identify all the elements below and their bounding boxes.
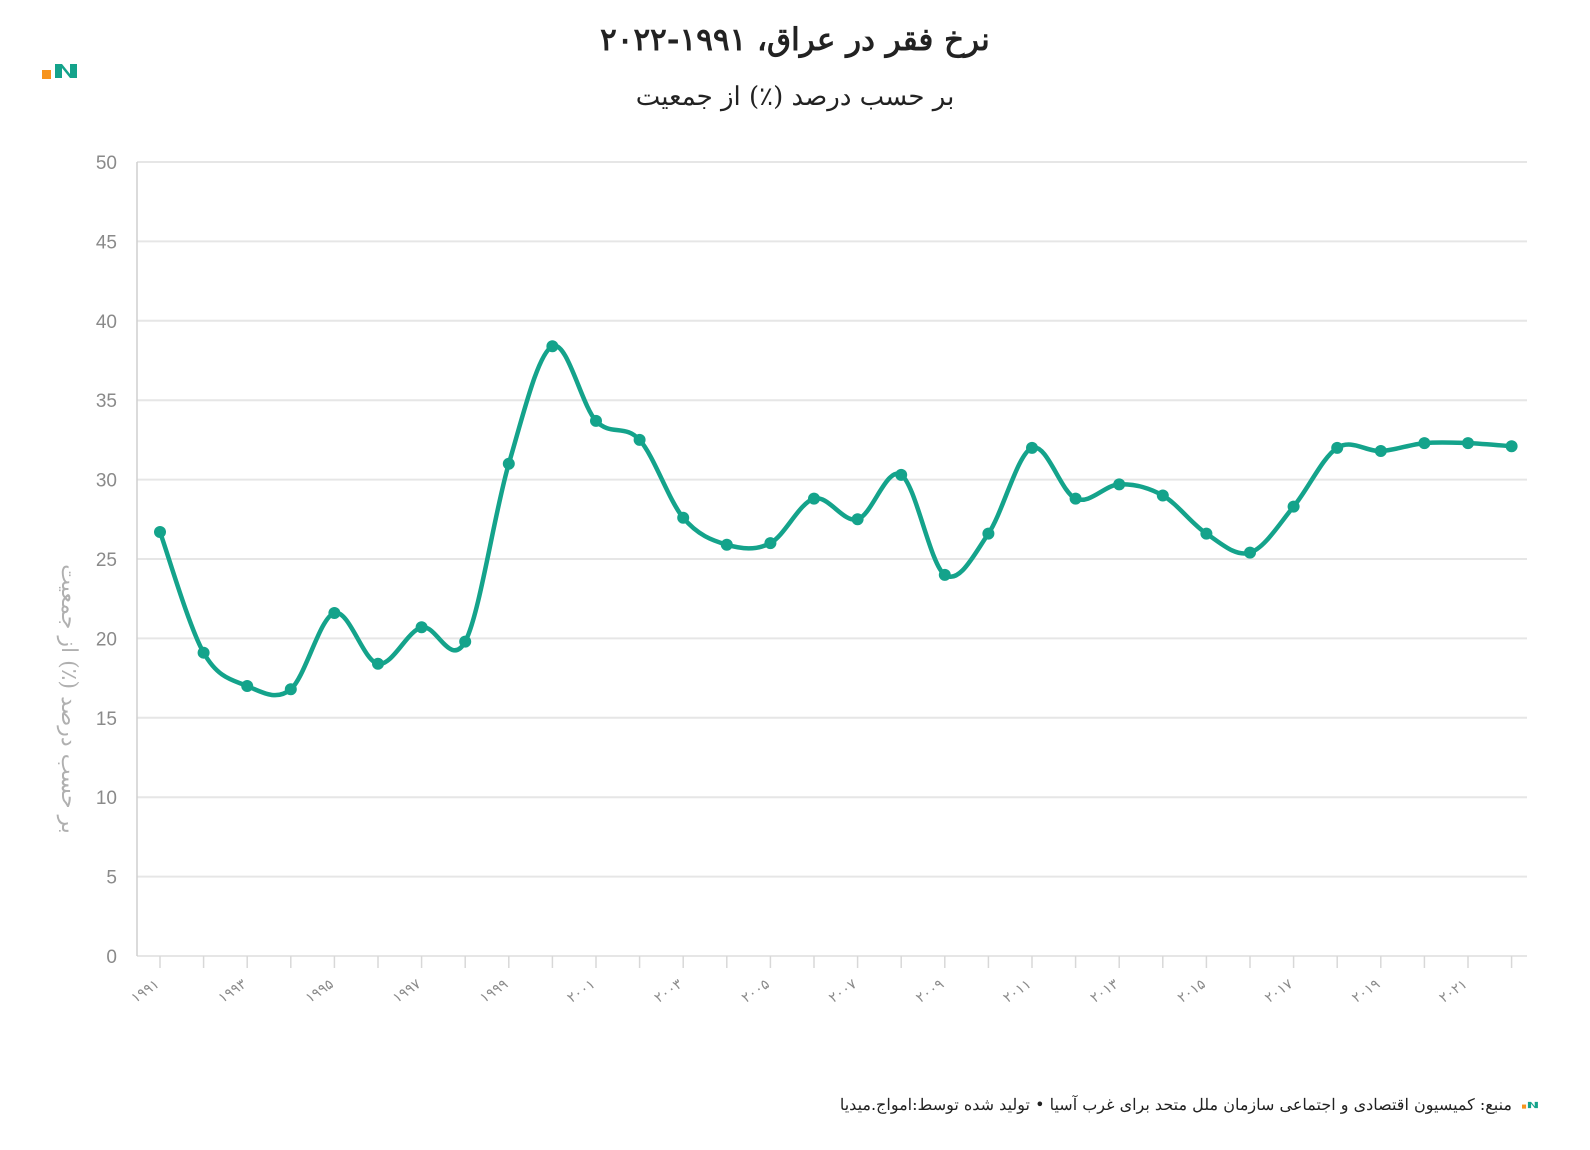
y-tick-label: 15 — [96, 709, 117, 730]
data-point — [982, 527, 995, 540]
series-line — [157, 343, 1514, 698]
data-point — [1418, 437, 1431, 450]
footer-logo-icon — [1522, 1101, 1538, 1109]
data-point — [1244, 546, 1256, 559]
data-point — [851, 513, 864, 526]
y-tick-label: 45 — [96, 232, 117, 253]
y-tick-label: 50 — [96, 153, 117, 174]
data-point — [1113, 478, 1126, 491]
data-point — [808, 492, 820, 505]
x-tick-label: ۲۰۱۱ — [1000, 976, 1034, 1006]
x-tick-label: ۲۰۰۷ — [826, 976, 860, 1007]
data-point — [895, 468, 908, 481]
y-tick-label: 10 — [96, 788, 117, 809]
data-point — [1287, 500, 1300, 513]
data-point — [1026, 441, 1038, 454]
data-point — [764, 537, 777, 550]
data-point — [677, 511, 690, 524]
x-tick-label: ۲۰۰۳ — [652, 976, 686, 1007]
data-point — [284, 683, 297, 696]
data-point — [1200, 527, 1213, 540]
brand-logo-icon — [42, 64, 77, 79]
footer-source: منبع: کمیسیون اقتصادی و اجتماعی سازمان م… — [840, 1095, 1542, 1114]
data-point — [546, 340, 559, 353]
data-point — [372, 657, 384, 670]
data-point — [1462, 437, 1474, 450]
x-tick-label: ۲۰۰۹ — [913, 976, 947, 1006]
source-text: منبع: کمیسیون اقتصادی و اجتماعی سازمان م… — [839, 1095, 1512, 1114]
data-point — [633, 433, 646, 446]
y-tick-label: 40 — [96, 312, 117, 333]
y-tick-label: 35 — [96, 391, 117, 412]
y-axis-label: بر حسب درصد (٪) از جمعیت — [56, 564, 81, 834]
data-point — [1331, 441, 1344, 454]
y-tick-label: 20 — [96, 629, 117, 650]
x-tick-label: ۲۰۲۱ — [1436, 976, 1470, 1006]
data-point — [241, 680, 254, 693]
x-tick-label: ۱۹۹۱ — [128, 976, 162, 1006]
y-tick-label: 0 — [106, 947, 117, 968]
data-point — [459, 635, 472, 648]
footer-logo-orange — [1522, 1104, 1527, 1109]
y-tick-label: 25 — [96, 550, 117, 571]
x-tick-label: ۱۹۹۷ — [390, 976, 424, 1007]
y-tick-label: 5 — [106, 868, 117, 889]
chart-title: نرخ فقر در عراق، ۱۹۹۱-۲۰۲۲ — [600, 22, 990, 58]
x-tick-label: ۱۹۹۳ — [216, 976, 250, 1007]
data-point — [1505, 440, 1518, 453]
data-point — [1156, 489, 1169, 502]
data-point — [1374, 445, 1387, 458]
y-tick-label: 30 — [96, 471, 117, 492]
data-point — [328, 606, 341, 619]
x-tick-label: ۱۹۹۹ — [477, 976, 511, 1006]
footer-logo-green — [1527, 1101, 1538, 1108]
x-tick-label: ۲۰۰۱ — [564, 976, 598, 1006]
chart-subtitle: بر حسب درصد (٪) از جمعیت — [635, 82, 955, 112]
logo-green-mark — [55, 64, 77, 78]
data-point — [590, 414, 602, 427]
data-point — [502, 457, 515, 470]
data-point — [720, 538, 733, 551]
x-tick-label: ۲۰۱۷ — [1262, 976, 1296, 1007]
data-point — [154, 526, 166, 539]
data-point — [938, 568, 951, 581]
x-tick-label: ۲۰۰۵ — [739, 976, 773, 1006]
data-point — [197, 646, 210, 659]
data-point — [415, 621, 428, 634]
x-tick-label: ۲۰۱۳ — [1088, 976, 1122, 1007]
line-chart: 0 5 10 15 20 25 30 35 40 45 50 ۱۹۹۱ ۱۹۹۳ ۱۹۹۵ ۱۹۹۷ ۱۹۹۹… — [56, 153, 1527, 1007]
logo-orange-square — [42, 70, 51, 79]
x-tick-label: ۲۰۱۹ — [1349, 976, 1383, 1006]
x-tick-label: ۲۰۱۵ — [1175, 976, 1209, 1006]
x-tick-label: ۱۹۹۵ — [303, 976, 337, 1006]
data-point — [1069, 492, 1082, 505]
